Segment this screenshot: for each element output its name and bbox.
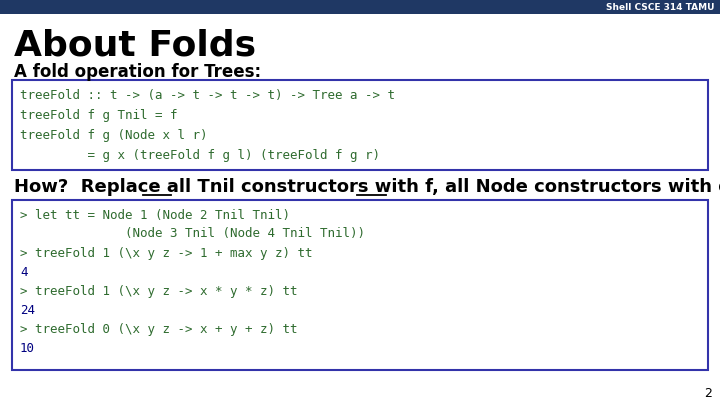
Text: > treeFold 1 (\x y z -> x * y * z) tt: > treeFold 1 (\x y z -> x * y * z) tt <box>20 284 297 298</box>
Bar <box>12 200 708 370</box>
Text: > let tt = Node 1 (Node 2 Tnil Tnil): > let tt = Node 1 (Node 2 Tnil Tnil) <box>20 209 290 222</box>
Text: treeFold :: t -> (a -> t -> t -> t) -> Tree a -> t: treeFold :: t -> (a -> t -> t -> t) -> T… <box>20 89 395 102</box>
Text: > treeFold 0 (\x y z -> x + y + z) tt: > treeFold 0 (\x y z -> x + y + z) tt <box>20 322 297 335</box>
Text: treeFold f g Tnil = f: treeFold f g Tnil = f <box>20 109 178 122</box>
Text: (Node 3 Tnil (Node 4 Tnil Tnil)): (Node 3 Tnil (Node 4 Tnil Tnil)) <box>20 228 365 241</box>
Text: 4: 4 <box>20 266 27 279</box>
Text: > treeFold 1 (\x y z -> 1 + max y z) tt: > treeFold 1 (\x y z -> 1 + max y z) tt <box>20 247 312 260</box>
Text: About Folds: About Folds <box>14 29 256 63</box>
Text: A fold operation for Trees:: A fold operation for Trees: <box>14 63 261 81</box>
Text: = g x (treeFold f g l) (treeFold f g r): = g x (treeFold f g l) (treeFold f g r) <box>20 149 380 162</box>
Text: Shell CSCE 314 TAMU: Shell CSCE 314 TAMU <box>606 2 714 11</box>
Text: 10: 10 <box>20 341 35 354</box>
Bar <box>12 80 708 170</box>
Text: How?  Replace all Tnil constructors with f, all Node constructors with g.: How? Replace all Tnil constructors with … <box>14 178 720 196</box>
Text: treeFold f g (Node x l r): treeFold f g (Node x l r) <box>20 128 207 141</box>
Text: 24: 24 <box>20 303 35 316</box>
Text: 2: 2 <box>704 387 712 400</box>
Bar <box>0 0 720 14</box>
